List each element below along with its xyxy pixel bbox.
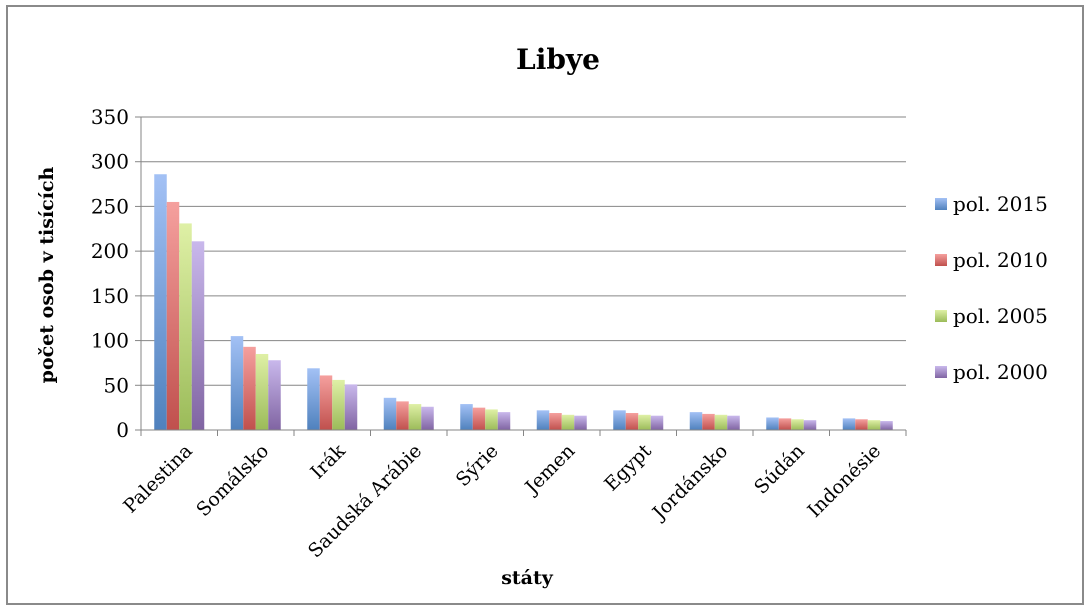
bar xyxy=(778,418,792,430)
bar xyxy=(485,409,498,430)
legend-swatch xyxy=(935,198,947,210)
bar xyxy=(625,413,639,430)
bar xyxy=(497,412,511,430)
x-tick-label: Sýrie xyxy=(452,440,503,491)
bar xyxy=(332,379,345,430)
legend: pol. 2015 pol. 2010 pol. 2005 pol. 2000 xyxy=(935,192,1048,384)
bar xyxy=(396,401,409,430)
bar xyxy=(536,410,550,430)
bar xyxy=(166,201,180,430)
x-axis-title: státy xyxy=(501,567,554,589)
y-axis-ticks: 0 50 100 150 200 250 300 350 xyxy=(91,105,141,442)
legend-swatch xyxy=(935,310,947,322)
bar xyxy=(191,241,205,430)
bar xyxy=(867,420,881,430)
bar xyxy=(727,415,740,430)
x-tick-label: Jordánsko xyxy=(647,440,732,525)
bar xyxy=(561,414,575,430)
y-tick-label: 200 xyxy=(91,239,129,263)
bar xyxy=(613,410,626,430)
x-tick-label: Irák xyxy=(306,440,350,484)
y-tick-label: 350 xyxy=(91,105,129,129)
bar xyxy=(791,419,804,430)
x-tick-label: Somálsko xyxy=(192,440,273,521)
y-tick-label: 0 xyxy=(116,418,129,442)
y-tick-label: 300 xyxy=(91,150,129,174)
chart-title: Libye xyxy=(516,43,600,76)
bar xyxy=(460,404,473,430)
bar xyxy=(766,417,779,430)
x-tick-label: Egypt xyxy=(600,440,656,496)
x-tick-label: Jemen xyxy=(520,440,580,500)
bar xyxy=(880,421,893,430)
axes xyxy=(140,117,907,436)
bar xyxy=(307,368,320,430)
bars xyxy=(154,174,893,430)
y-tick-label: 150 xyxy=(91,284,129,308)
x-tick-label: Indonésie xyxy=(803,440,885,522)
legend-label: pol. 2005 xyxy=(953,304,1048,328)
y-axis-title: počet osob v tisících xyxy=(36,166,58,383)
x-tick-label: Palestina xyxy=(119,440,197,518)
bar xyxy=(803,420,817,430)
bar xyxy=(154,174,167,430)
bar xyxy=(714,414,728,430)
legend-label: pol. 2010 xyxy=(953,248,1048,272)
y-tick-label: 50 xyxy=(104,373,129,397)
bar xyxy=(549,413,562,430)
bar xyxy=(650,415,664,430)
bar xyxy=(268,360,281,430)
bar xyxy=(855,419,868,430)
bar xyxy=(638,414,651,430)
bar xyxy=(383,397,397,430)
gridlines xyxy=(141,116,906,386)
bar xyxy=(574,415,587,430)
legend-label: pol. 2000 xyxy=(953,360,1048,384)
bar xyxy=(408,404,422,430)
bar xyxy=(243,346,256,430)
bar xyxy=(319,375,333,430)
bar xyxy=(230,336,244,430)
bar xyxy=(179,223,192,430)
bar xyxy=(421,406,434,430)
x-tick-label: Súdán xyxy=(750,440,809,499)
legend-swatch xyxy=(935,254,947,266)
legend-swatch xyxy=(935,366,947,378)
bar xyxy=(472,407,486,430)
y-tick-label: 250 xyxy=(91,194,129,218)
y-tick-label: 100 xyxy=(91,329,129,353)
bar xyxy=(702,413,715,430)
bar xyxy=(344,384,358,430)
legend-label: pol. 2015 xyxy=(953,192,1048,216)
bar xyxy=(689,412,703,430)
bar xyxy=(842,418,856,430)
bar xyxy=(255,353,269,430)
